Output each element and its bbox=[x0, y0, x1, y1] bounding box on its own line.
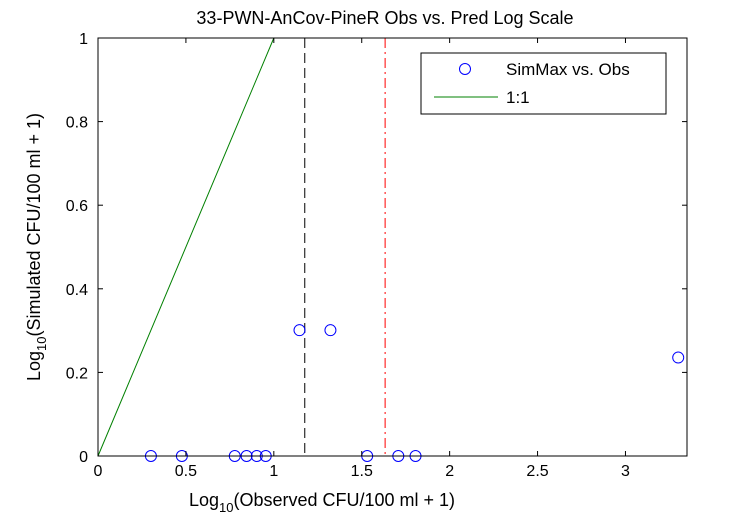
y-axis-label: Log10(Simulated CFU/100 ml + 1) bbox=[24, 113, 49, 381]
y-tick-label: 0.6 bbox=[66, 198, 88, 215]
y-axis-label-prefix: Log bbox=[24, 351, 44, 381]
legend-marker-simmax bbox=[459, 63, 471, 75]
x-tick-label: 0.5 bbox=[175, 463, 197, 480]
y-axis-label-subscript: 10 bbox=[34, 337, 49, 351]
legend: SimMax vs. Obs 1:1 bbox=[420, 52, 667, 115]
y-tick-label: 1 bbox=[79, 31, 88, 48]
x-axis-label-subscript: 10 bbox=[219, 500, 233, 515]
reference-lines bbox=[304, 38, 386, 456]
x-axis-ticks: 0 0.5 1 1.5 2 2.5 3 bbox=[94, 38, 630, 480]
x-tick-label: 1.5 bbox=[351, 463, 373, 480]
x-axis-label-suffix: (Observed CFU/100 ml + 1) bbox=[233, 490, 455, 510]
axes-box bbox=[97, 37, 688, 457]
y-tick-label: 0.2 bbox=[66, 365, 88, 382]
data-point bbox=[293, 324, 306, 337]
legend-label-simmax: SimMax vs. Obs bbox=[506, 60, 630, 79]
y-tick-label: 0 bbox=[79, 449, 88, 466]
legend-box bbox=[420, 52, 667, 115]
x-tick-label: 2.5 bbox=[526, 463, 548, 480]
x-tick-label: 0 bbox=[94, 463, 103, 480]
one-to-one-line bbox=[97, 37, 275, 457]
y-tick-label: 0.4 bbox=[66, 282, 88, 299]
data-point bbox=[672, 351, 685, 364]
y-axis-ticks: 0 0.2 0.4 0.6 0.8 1 bbox=[66, 31, 687, 466]
x-axis-label: Log10(Observed CFU/100 ml + 1) bbox=[189, 490, 455, 515]
y-tick-label: 0.8 bbox=[66, 115, 88, 132]
chart-title: 33-PWN-AnCov-PineR Obs vs. Pred Log Scal… bbox=[196, 8, 573, 28]
x-tick-label: 1 bbox=[269, 463, 278, 480]
x-axis-label-prefix: Log bbox=[189, 490, 219, 510]
data-point bbox=[324, 324, 337, 337]
x-tick-label: 2 bbox=[445, 463, 454, 480]
legend-label-1to1: 1:1 bbox=[506, 88, 530, 107]
y-axis-label-suffix: (Simulated CFU/100 ml + 1) bbox=[24, 113, 44, 337]
x-tick-label: 3 bbox=[621, 463, 630, 480]
